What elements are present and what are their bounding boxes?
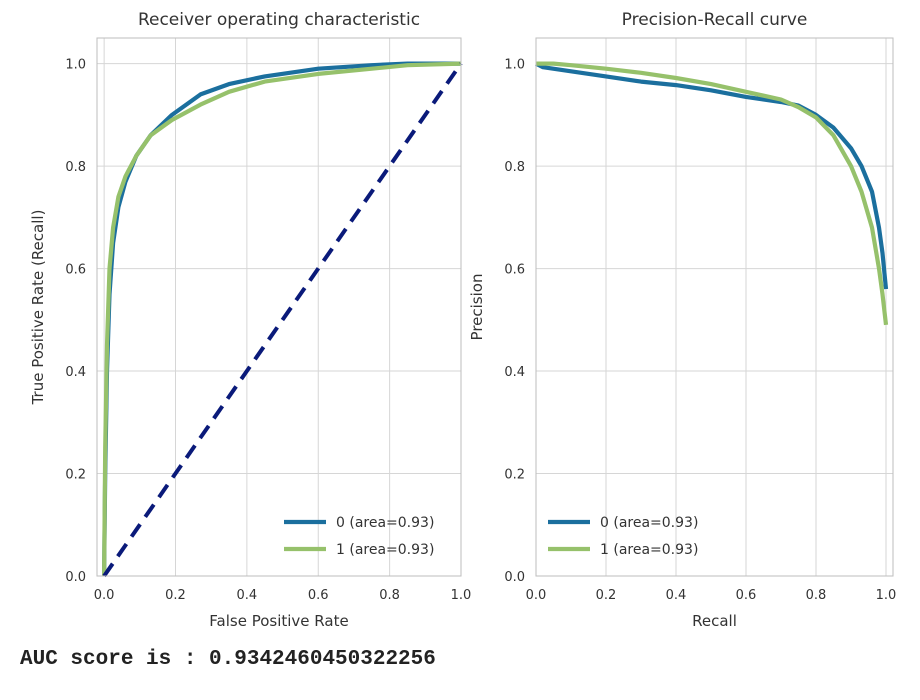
chart-panel-2: 0.0 0.2 0.4 0.6 0.8 1.0 0.0 0.2 0.4 0.6 0.8 1.0 Prec… bbox=[468, 10, 896, 630]
legend-label: 1 (area=0.93) bbox=[336, 542, 434, 558]
y-tick-label: 0.6 bbox=[65, 263, 86, 278]
chart-title: Precision-Recall curve bbox=[622, 10, 808, 30]
x-axis-label: False Positive Rate bbox=[209, 612, 348, 630]
y-tick-label: 0.8 bbox=[504, 160, 525, 175]
plot-frame bbox=[535, 37, 894, 577]
x-tick-label: 0.4 bbox=[237, 588, 258, 603]
y-axis-label: True Positive Rate (Recall) bbox=[29, 210, 47, 406]
series-line-class-1 bbox=[102, 61, 462, 577]
y-tick-label: 0.6 bbox=[504, 263, 525, 278]
x-tick-label: 0.4 bbox=[666, 588, 687, 603]
plot-frame bbox=[96, 37, 462, 577]
series-line-class-1 bbox=[536, 61, 889, 326]
y-axis-label: Precision bbox=[468, 274, 486, 341]
figure: 0.0 0.2 0.4 0.6 0.8 1.0 0.0 0.2 0.4 0.6 0.8 1.0 Rece… bbox=[29, 10, 896, 630]
y-tick-label: 0.0 bbox=[504, 570, 525, 585]
x-tick-label: 1.0 bbox=[876, 588, 897, 603]
plot-area bbox=[536, 38, 893, 576]
auc-score-output: AUC score is : 0.9342460450322256 bbox=[20, 648, 436, 671]
chart-title: Receiver operating characteristic bbox=[138, 10, 420, 30]
legend-label: 0 (area=0.93) bbox=[336, 515, 434, 531]
x-tick-label: 0.8 bbox=[379, 588, 400, 603]
diagonal-reference-line bbox=[102, 62, 463, 578]
legend-label: 1 (area=0.93) bbox=[600, 542, 698, 558]
x-tick-label: 0.0 bbox=[526, 588, 547, 603]
x-tick-label: 0.6 bbox=[308, 588, 329, 603]
y-tick-label: 0.8 bbox=[65, 160, 86, 175]
x-tick-label: 0.6 bbox=[736, 588, 757, 603]
x-tick-label: 0.2 bbox=[165, 588, 186, 603]
y-tick-label: 1.0 bbox=[65, 58, 86, 73]
y-tick-label: 0.4 bbox=[65, 365, 86, 380]
y-tick-label: 0.2 bbox=[65, 468, 86, 483]
x-tick-label: 1.0 bbox=[451, 588, 472, 603]
y-tick-label: 0.4 bbox=[504, 365, 525, 380]
plot-area bbox=[97, 38, 461, 576]
x-axis-label: Recall bbox=[692, 612, 737, 630]
x-tick-label: 0.0 bbox=[94, 588, 115, 603]
chart-panel-1: 0.0 0.2 0.4 0.6 0.8 1.0 0.0 0.2 0.4 0.6 0.8 1.0 Rece… bbox=[29, 10, 471, 630]
y-tick-label: 0.2 bbox=[504, 468, 525, 483]
legend-label: 0 (area=0.93) bbox=[600, 515, 698, 531]
x-tick-label: 0.2 bbox=[596, 588, 617, 603]
y-tick-label: 0.0 bbox=[65, 570, 86, 585]
y-tick-label: 1.0 bbox=[504, 58, 525, 73]
x-tick-label: 0.8 bbox=[806, 588, 827, 603]
